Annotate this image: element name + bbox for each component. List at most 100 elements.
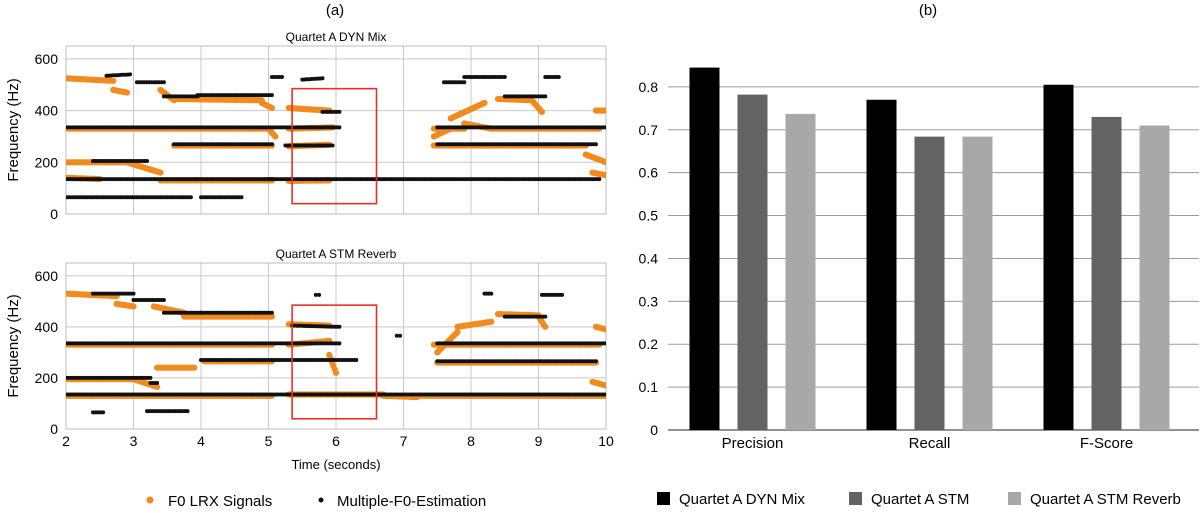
series-multi-f0 bbox=[66, 257, 606, 415]
data-point bbox=[602, 326, 606, 333]
data-point bbox=[131, 291, 136, 296]
bar bbox=[1091, 116, 1122, 431]
y-tick-label: 0.1 bbox=[639, 379, 659, 395]
data-point bbox=[556, 75, 561, 79]
data-point bbox=[154, 383, 161, 390]
legend-label-f0-lrx: F0 LRX Signals bbox=[168, 493, 272, 510]
data-point bbox=[560, 292, 565, 297]
data-point bbox=[593, 359, 598, 364]
bar bbox=[689, 67, 720, 430]
x-tick-label: 10 bbox=[598, 433, 614, 449]
plot-title: Quartet A STM Reverb bbox=[276, 247, 397, 261]
x-tick-label: 3 bbox=[130, 433, 138, 449]
data-points bbox=[66, 72, 606, 200]
bar bbox=[1139, 125, 1170, 430]
data-point bbox=[148, 375, 153, 380]
legend-scatter: F0 LRX Signals Multiple-F0-Estimation bbox=[146, 493, 486, 510]
data-point bbox=[488, 318, 495, 325]
x-tick-label: 9 bbox=[535, 433, 543, 449]
data-point bbox=[481, 99, 488, 106]
data-point bbox=[597, 177, 602, 182]
y-tick-label: 0.6 bbox=[639, 165, 659, 181]
data-point bbox=[280, 75, 284, 79]
y-tick-label: 200 bbox=[35, 370, 59, 386]
scatter-plot-dyn-mix: Quartet A DYN Mix 0 200 400 600 Frequency (Hz… bbox=[5, 30, 607, 222]
y-tick-label: 0 bbox=[50, 206, 58, 222]
data-point bbox=[320, 76, 325, 81]
panel-b-label: (b) bbox=[919, 2, 937, 19]
data-point bbox=[602, 107, 606, 114]
data-point bbox=[239, 195, 244, 200]
data-point bbox=[604, 392, 606, 397]
scatter-plot-stm-reverb: Quartet A STM Reverb 0 200 400 600 Frequency … bbox=[5, 247, 614, 472]
legend-label: Quartet A DYN Mix bbox=[679, 491, 805, 508]
bar bbox=[914, 136, 945, 430]
data-point bbox=[161, 298, 166, 302]
x-category-label: Recall bbox=[909, 435, 951, 452]
data-point bbox=[542, 323, 549, 330]
data-point bbox=[313, 292, 318, 297]
highlight-box bbox=[291, 304, 378, 420]
bar bbox=[962, 136, 993, 430]
data-point bbox=[604, 125, 606, 130]
y-tick-label: 200 bbox=[35, 154, 59, 170]
legend-swatch bbox=[657, 492, 670, 505]
data-point bbox=[543, 257, 547, 261]
data-point bbox=[272, 133, 279, 140]
y-tick-label: 400 bbox=[35, 319, 59, 335]
x-category-label: F-Score bbox=[1080, 435, 1133, 452]
series-multi-f0 bbox=[66, 72, 606, 200]
data-point bbox=[269, 310, 274, 315]
data-point bbox=[332, 369, 340, 376]
data-point bbox=[602, 159, 606, 166]
data-point bbox=[128, 72, 133, 77]
data-point bbox=[337, 125, 342, 130]
x-category-label: Precision bbox=[722, 435, 784, 452]
x-tick-label: 6 bbox=[332, 433, 340, 449]
y-tick-label: 0.3 bbox=[639, 293, 659, 309]
data-point bbox=[454, 328, 461, 336]
data-point bbox=[394, 333, 399, 338]
bar-chart-metrics: 0 0.1 0.2 0.3 0.4 0.5 0.6 0.7 0.8 Precision Recall… bbox=[639, 67, 1199, 452]
highlight-box bbox=[291, 87, 378, 205]
y-tick-label: 0.2 bbox=[639, 336, 659, 352]
y-tick-label: 600 bbox=[35, 51, 59, 67]
data-point bbox=[462, 80, 467, 85]
y-tick-label: 0.8 bbox=[639, 79, 659, 95]
data-point bbox=[269, 142, 274, 147]
data-point bbox=[130, 303, 137, 310]
data-point bbox=[538, 108, 546, 115]
legend-label: Quartet A STM bbox=[871, 491, 969, 508]
bar bbox=[1043, 84, 1074, 430]
x-tick-label: 7 bbox=[400, 433, 408, 449]
bar bbox=[785, 113, 816, 431]
legend-label-multi-f0: Multiple-F0-Estimation bbox=[337, 493, 486, 510]
data-point bbox=[543, 94, 548, 99]
data-point bbox=[317, 292, 322, 297]
data-point bbox=[145, 159, 149, 163]
data-point bbox=[110, 77, 117, 84]
legend-bars: Quartet A DYN Mix Quartet A STM Quartet A … bbox=[657, 491, 1181, 508]
legend-swatch bbox=[849, 492, 862, 505]
data-point bbox=[337, 109, 342, 114]
y-tick-label: 0.4 bbox=[639, 250, 659, 266]
plot-title: Quartet A DYN Mix bbox=[286, 30, 387, 44]
data-point bbox=[101, 410, 106, 415]
data-point bbox=[123, 89, 130, 96]
y-axis-label: Frequency (Hz) bbox=[5, 294, 22, 397]
data-point bbox=[155, 381, 160, 385]
y-tick-label: 0 bbox=[650, 422, 658, 438]
data-point bbox=[354, 358, 359, 362]
data-point bbox=[398, 333, 403, 338]
data-point bbox=[330, 143, 335, 148]
x-tick-label: 4 bbox=[197, 433, 205, 449]
panel-a-label: (a) bbox=[326, 2, 344, 19]
data-point bbox=[188, 195, 193, 200]
data-point bbox=[157, 169, 164, 176]
data-point bbox=[268, 313, 275, 320]
data-point bbox=[337, 341, 342, 346]
data-point bbox=[604, 341, 606, 346]
data-point bbox=[502, 75, 507, 79]
data-point bbox=[489, 291, 494, 296]
